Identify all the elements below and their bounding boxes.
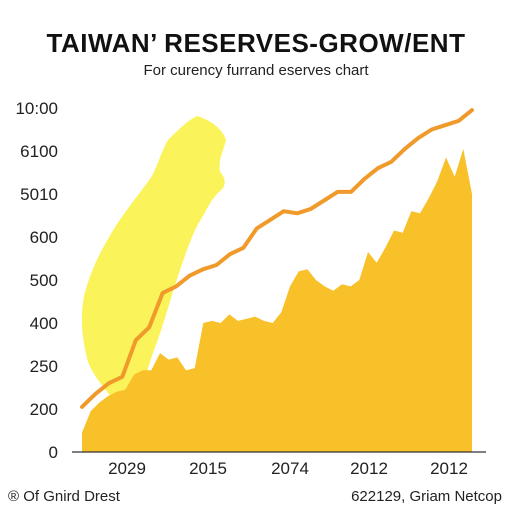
reserves-area-series xyxy=(82,148,472,452)
y-tick-label: 5010 xyxy=(20,185,58,204)
y-tick-label: 500 xyxy=(30,271,58,290)
taiwan-island-icon xyxy=(81,116,226,444)
chart-subtitle: For curency furrand eserves chart xyxy=(143,62,369,79)
y-tick-label: 10:00 xyxy=(15,99,58,118)
reserves-line-series xyxy=(80,108,474,409)
x-tick-label: 2015 xyxy=(189,459,227,478)
footer-left-credit: ® Of Gnird Drest xyxy=(8,488,120,505)
y-tick-label: 250 xyxy=(30,357,58,376)
y-tick-label: 6100 xyxy=(20,142,58,161)
y-tick-label: 600 xyxy=(30,228,58,247)
y-tick-label: 0 xyxy=(49,443,58,462)
chart-title: TAIWAN’ RESERVES-GROW/ENT xyxy=(46,28,466,58)
x-tick-label: 2074 xyxy=(271,459,309,478)
y-tick-label: 200 xyxy=(30,400,58,419)
x-tick-label: 2012 xyxy=(350,459,388,478)
y-tick-label: 400 xyxy=(30,314,58,333)
x-tick-label: 2012 xyxy=(430,459,468,478)
x-tick-label: 2029 xyxy=(108,459,146,478)
footer-right-credit: 622129, Griam Netcop xyxy=(351,488,502,505)
taiwan-island-shape xyxy=(81,116,226,444)
